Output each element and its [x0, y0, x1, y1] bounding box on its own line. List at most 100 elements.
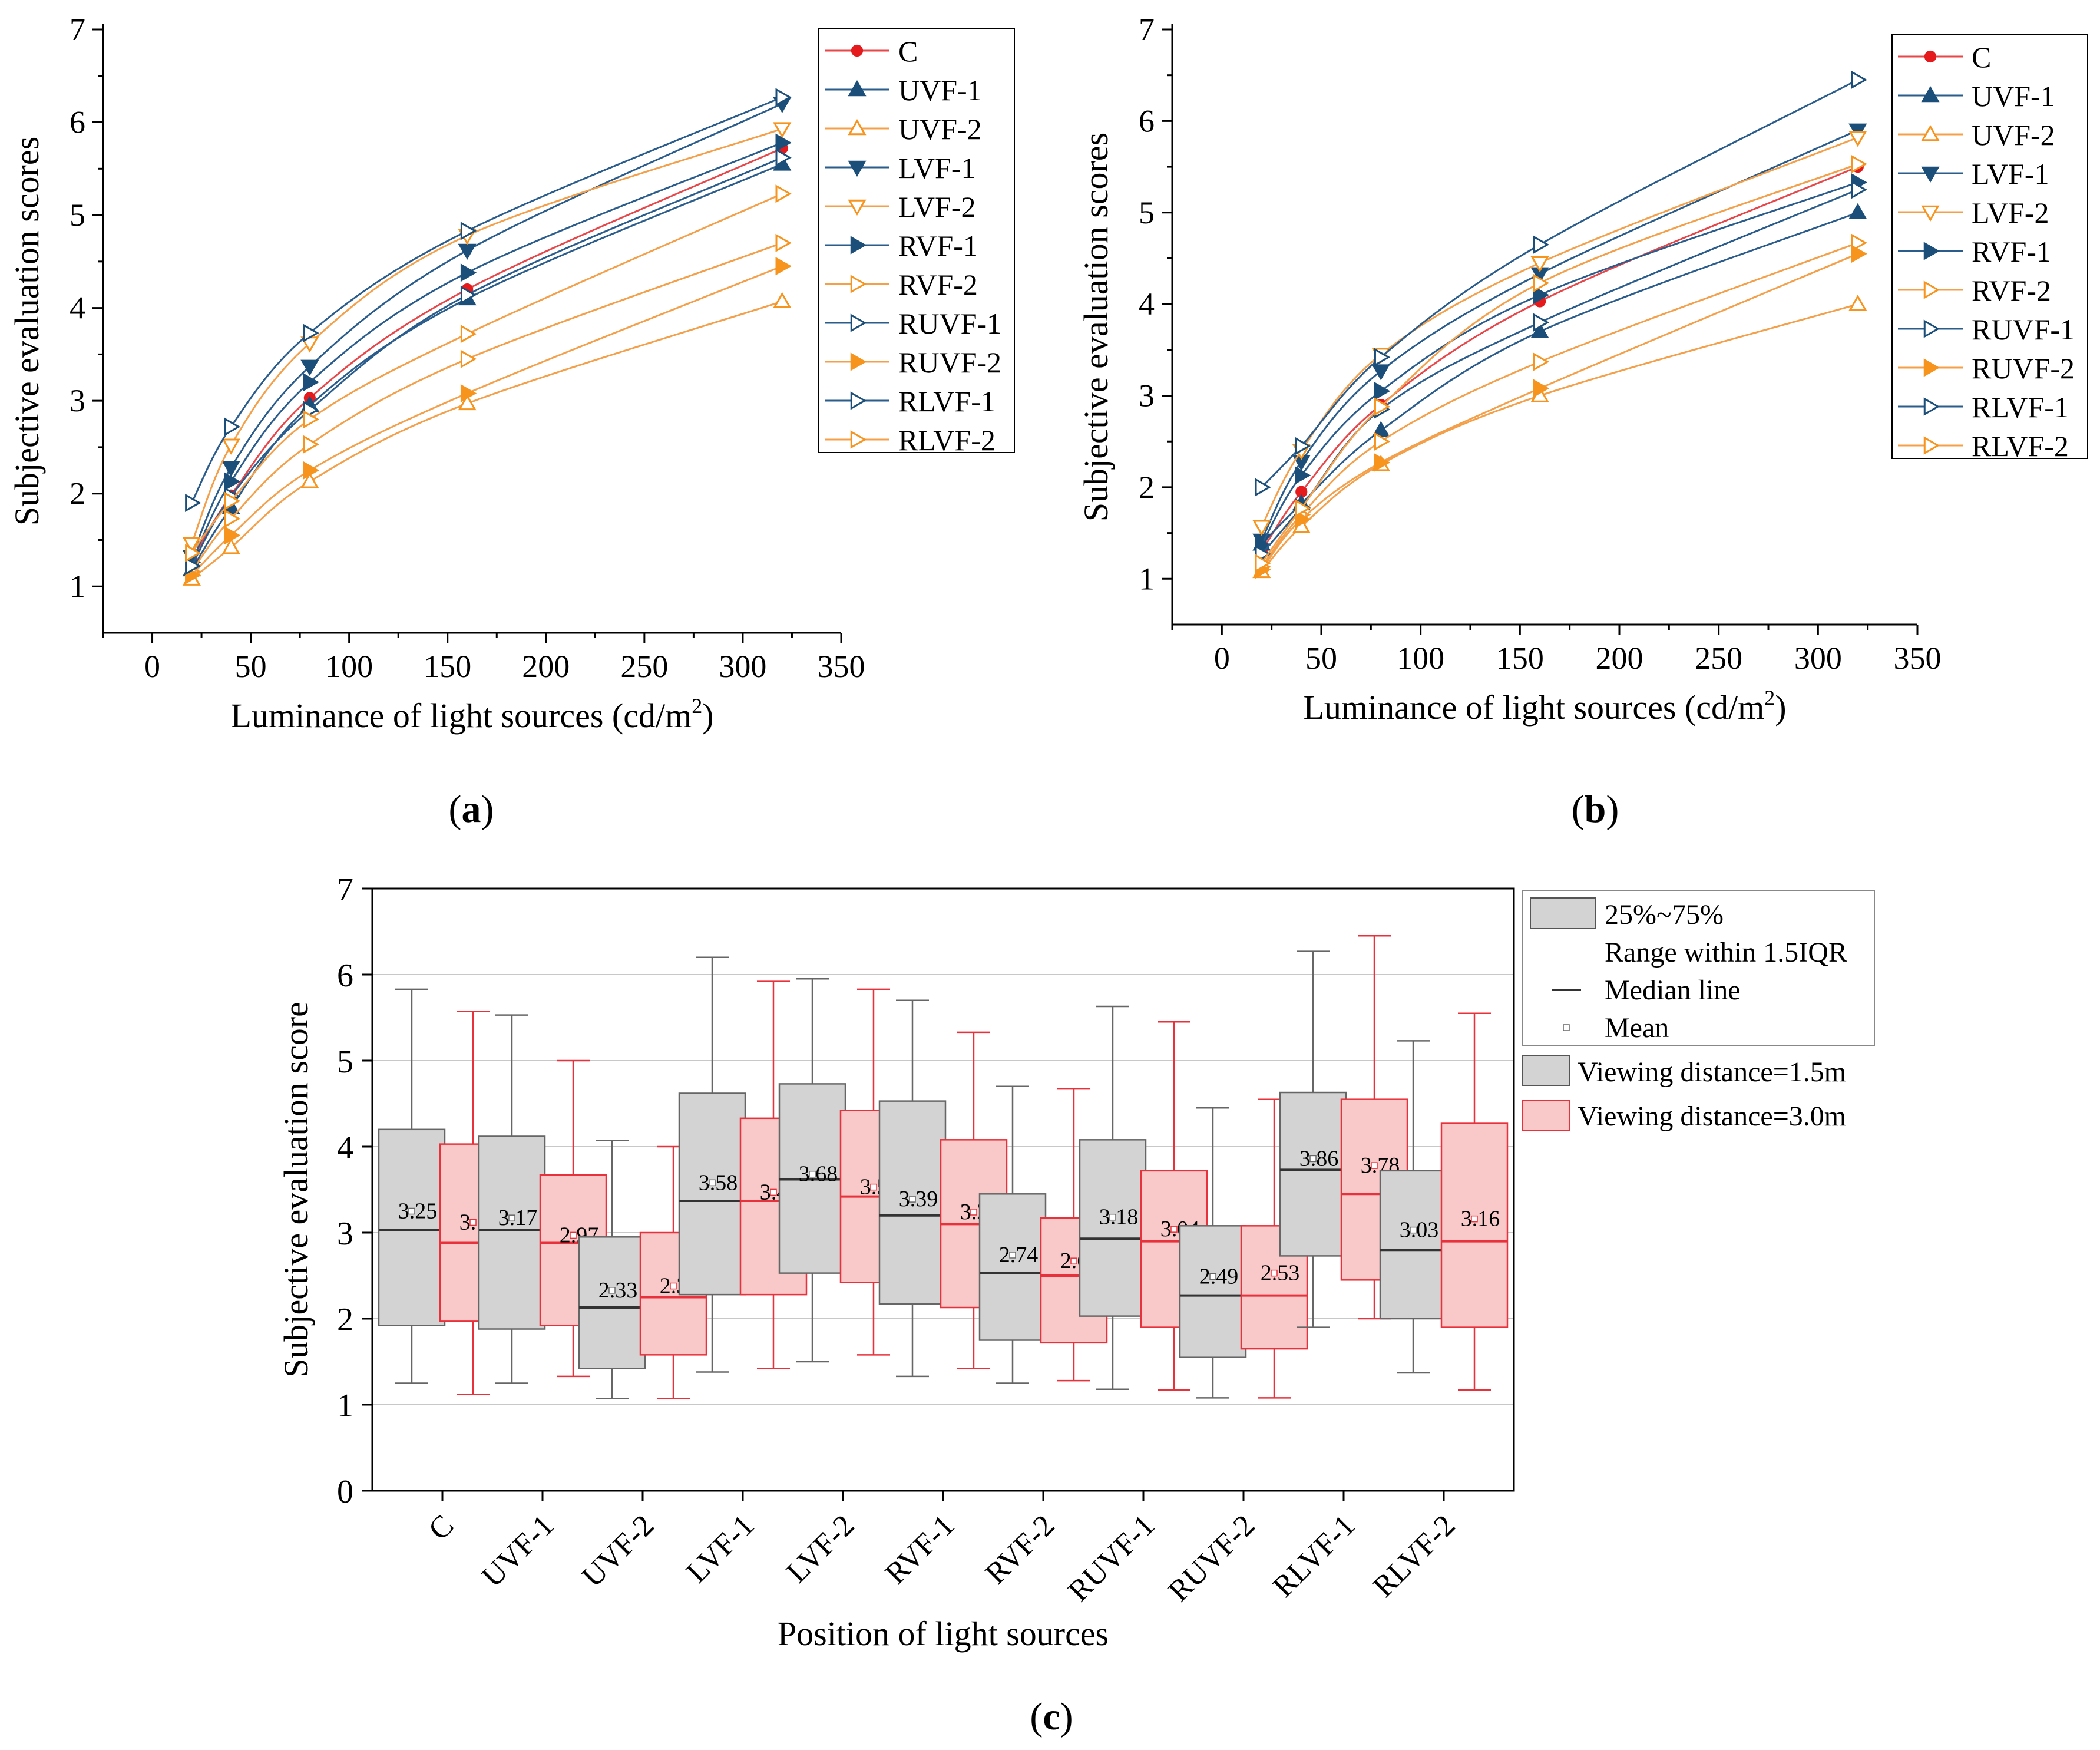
x-tick-label: 350 — [1894, 640, 1942, 676]
mean-marker — [469, 1219, 477, 1226]
mean-marker — [1371, 1162, 1378, 1169]
box-1.5m: 3.17 — [478, 1014, 546, 1384]
data-point — [460, 384, 477, 403]
x-tick-label: 300 — [1794, 640, 1842, 676]
mean-label: 3.58 — [699, 1170, 738, 1195]
mean-label: 3.39 — [899, 1187, 938, 1211]
mean-label: 3.25 — [398, 1199, 438, 1224]
data-point — [1851, 70, 1867, 90]
mean-marker — [709, 1179, 716, 1187]
data-point — [1848, 203, 1867, 220]
y-tick-label: 3 — [337, 1216, 353, 1252]
y-tick-label: 1 — [337, 1388, 353, 1424]
y-tick-label: 2 — [70, 476, 85, 511]
panel-label: (c) — [1030, 1695, 1073, 1738]
mean-label: 2.49 — [1199, 1264, 1239, 1289]
data-point — [1255, 554, 1271, 573]
legend-label: LVF-2 — [1972, 196, 2049, 229]
data-point — [458, 243, 477, 260]
data-point — [1295, 466, 1311, 485]
mean-label: 2.74 — [999, 1243, 1039, 1267]
box-1.5m: 3.58 — [678, 956, 746, 1373]
series-line — [1261, 136, 1858, 527]
mean-marker — [1209, 1273, 1216, 1280]
legend-marker — [1923, 242, 1940, 260]
y-tick-label: 6 — [1139, 103, 1155, 138]
iqr-box — [378, 1128, 446, 1326]
legend-series2-swatch — [1522, 1100, 1570, 1131]
series-RLVF-2 — [1255, 154, 1867, 573]
legend-marker — [850, 391, 867, 410]
legend-marker — [850, 275, 867, 293]
box-1.5m: 3.03 — [1379, 1040, 1447, 1374]
legend-marker — [850, 313, 867, 332]
data-point — [460, 222, 477, 240]
y-axis-label: Subjective evaluation scores — [8, 137, 46, 526]
legend-marker — [1921, 205, 1940, 222]
legend-marker — [1923, 397, 1940, 416]
mean-label: 3.16 — [1461, 1207, 1500, 1231]
data-point — [224, 509, 241, 528]
series-UVF-1 — [1252, 203, 1867, 551]
box-1.5m: 2.33 — [578, 1140, 646, 1400]
mean-marker — [408, 1207, 415, 1215]
legend-marker — [848, 118, 867, 136]
y-tick-label: 4 — [1139, 286, 1155, 322]
data-point — [303, 435, 319, 454]
legend-marker — [1924, 50, 1937, 63]
legend-label: 25%~75% — [1605, 899, 1724, 930]
category-label: LVF-2 — [780, 1508, 861, 1589]
mean-marker — [1471, 1215, 1478, 1223]
y-tick-label: 3 — [1139, 378, 1155, 414]
data-point — [1374, 397, 1391, 416]
mean-marker — [1309, 1155, 1317, 1163]
legend-marker — [1923, 358, 1940, 377]
mean-marker — [508, 1214, 515, 1221]
legend-label: RUVF-1 — [1972, 313, 2075, 346]
mean-marker — [809, 1170, 816, 1178]
category-label: RVF-2 — [979, 1508, 1061, 1591]
data-point — [1533, 286, 1550, 305]
y-tick-label: 7 — [70, 12, 85, 47]
data-point — [224, 417, 241, 436]
data-point — [303, 410, 319, 429]
x-tick-label: 250 — [1695, 640, 1742, 676]
box-1.5m: 3.18 — [1079, 1005, 1147, 1390]
series-line — [191, 96, 783, 504]
box-1.5m: 3.39 — [878, 999, 947, 1378]
iqr-box — [478, 1135, 546, 1330]
legend-marker — [850, 236, 867, 255]
data-point — [300, 472, 319, 488]
data-point — [1371, 364, 1390, 381]
x-axis-label: Luminance of light sources (cd/m2) — [230, 694, 713, 735]
data-point — [1374, 432, 1391, 451]
iqr-box — [1279, 1091, 1347, 1257]
series-RUVF-2 — [1255, 245, 1867, 579]
x-tick-label: 50 — [1305, 640, 1337, 676]
legend-iqr-swatch — [1530, 897, 1596, 929]
box-3.0m: 3.16 — [1440, 1012, 1509, 1391]
data-point — [1848, 295, 1867, 311]
data-point — [775, 257, 792, 276]
series-line — [191, 242, 783, 572]
data-point — [460, 349, 477, 368]
iqr-box — [1079, 1139, 1147, 1317]
category-label: RUVF-1 — [1061, 1508, 1161, 1608]
data-point — [185, 493, 201, 513]
data-point — [775, 88, 792, 107]
category-label: RLVF-1 — [1266, 1508, 1362, 1604]
legend-marker — [848, 80, 867, 97]
data-point — [303, 461, 319, 480]
y-tick-label: 6 — [337, 957, 353, 994]
data-point — [1530, 256, 1549, 273]
x-tick-label: 100 — [325, 649, 373, 684]
y-tick-label: 4 — [337, 1130, 353, 1166]
data-point — [773, 122, 792, 138]
data-point — [1374, 453, 1391, 472]
y-tick-label: 1 — [1139, 561, 1155, 596]
series-line — [1261, 166, 1858, 552]
mean-label: 2.33 — [598, 1278, 638, 1303]
mean-marker — [570, 1231, 577, 1239]
legend-marker — [848, 199, 867, 216]
x-tick-label: 0 — [1214, 640, 1230, 676]
